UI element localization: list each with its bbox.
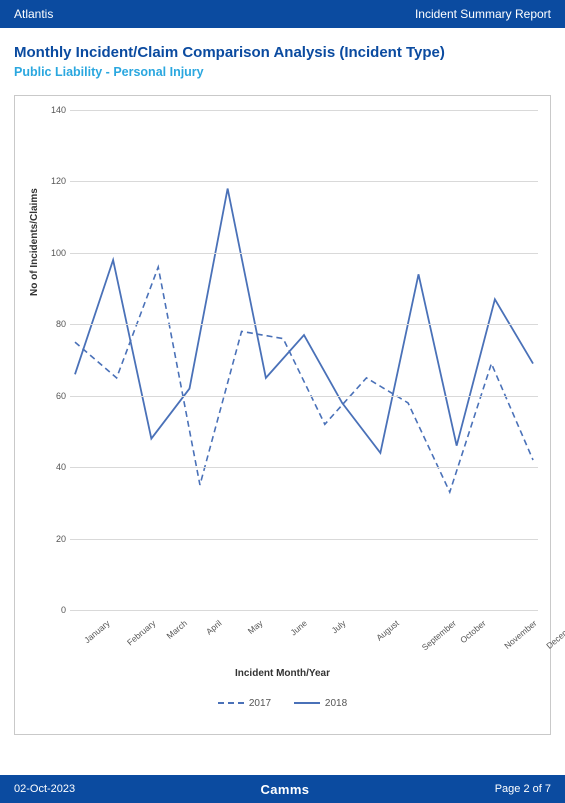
footer-page: Page 2 of 7 — [495, 783, 551, 795]
footer-brand: Camms — [260, 782, 309, 797]
chart-container: No of Incidents/Claims 02040608010012014… — [14, 95, 551, 735]
legend-swatch-dashed — [218, 702, 244, 704]
x-axis-label: Incident Month/Year — [15, 668, 550, 679]
x-ticks: January February March April May June July Augu… — [70, 614, 538, 674]
y-tick-label: 20 — [42, 534, 66, 544]
series-2018 — [75, 189, 533, 453]
y-tick-label: 120 — [42, 176, 66, 186]
grid-line — [70, 539, 538, 540]
x-tick-label: April — [204, 618, 223, 637]
y-tick-label: 140 — [42, 105, 66, 115]
x-tick-label: March — [164, 618, 189, 641]
chart-svg — [70, 110, 538, 610]
legend-item-2017: 2017 — [218, 698, 271, 709]
y-tick-label: 100 — [42, 248, 66, 258]
header-right: Incident Summary Report — [415, 7, 551, 21]
grid-line — [70, 324, 538, 325]
grid-line — [70, 610, 538, 611]
grid-line — [70, 110, 538, 111]
title-block: Monthly Incident/Claim Comparison Analys… — [0, 28, 565, 85]
x-tick-label: August — [374, 618, 401, 643]
plot-area: 020406080100120140 — [70, 110, 538, 610]
x-tick-label: February — [125, 618, 157, 648]
header-left: Atlantis — [14, 7, 53, 21]
footer-date: 02-Oct-2023 — [14, 783, 75, 795]
series-2017 — [75, 267, 533, 492]
y-tick-label: 80 — [42, 319, 66, 329]
grid-line — [70, 467, 538, 468]
y-tick-label: 60 — [42, 391, 66, 401]
header-bar: Atlantis Incident Summary Report — [0, 0, 565, 28]
x-tick-label: June — [288, 618, 309, 638]
grid-line — [70, 253, 538, 254]
legend: 2017 2018 — [15, 696, 550, 709]
x-tick-label: September — [419, 618, 457, 652]
y-tick-label: 0 — [42, 605, 66, 615]
legend-label-2018: 2018 — [325, 698, 347, 709]
report-subtitle: Public Liability - Personal Injury — [14, 65, 551, 79]
x-tick-label: January — [82, 618, 112, 645]
legend-swatch-solid — [294, 702, 320, 704]
x-tick-label: October — [458, 618, 488, 645]
report-title: Monthly Incident/Claim Comparison Analys… — [14, 44, 551, 61]
x-tick-label: November — [502, 618, 538, 651]
grid-line — [70, 181, 538, 182]
legend-label-2017: 2017 — [249, 698, 271, 709]
y-axis-label: No of Incidents/Claims — [29, 188, 40, 296]
x-tick-label: December — [544, 618, 565, 651]
grid-line — [70, 396, 538, 397]
footer-bar: 02-Oct-2023 Camms Page 2 of 7 — [0, 775, 565, 803]
x-tick-label: July — [329, 618, 347, 635]
legend-item-2018: 2018 — [294, 698, 347, 709]
y-tick-label: 40 — [42, 462, 66, 472]
x-tick-label: May — [246, 618, 265, 636]
